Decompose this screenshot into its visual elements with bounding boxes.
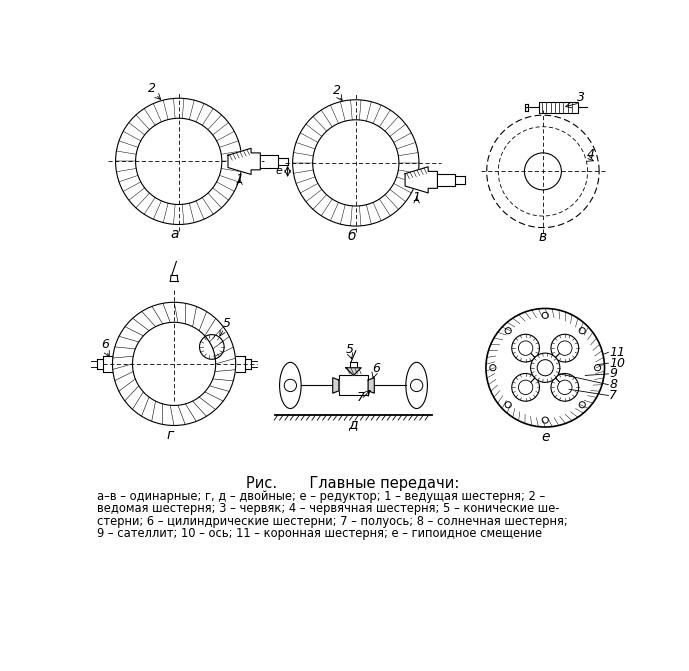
Ellipse shape [406, 362, 427, 409]
Text: 1: 1 [413, 191, 421, 205]
Circle shape [551, 334, 579, 362]
Text: 5: 5 [223, 317, 230, 330]
Polygon shape [333, 378, 339, 393]
Text: ведомая шестерня; 3 – червяк; 4 – червячная шестерня; 5 – конические ше-: ведомая шестерня; 3 – червяк; 4 – червяч… [97, 503, 559, 515]
Text: 8: 8 [609, 378, 617, 391]
Circle shape [557, 341, 572, 356]
Ellipse shape [280, 362, 301, 409]
Circle shape [512, 374, 539, 401]
Bar [339, 376, 368, 395]
Text: 10: 10 [609, 356, 625, 370]
Circle shape [518, 341, 533, 356]
Text: 6: 6 [373, 362, 380, 375]
Polygon shape [405, 167, 438, 193]
Text: 11: 11 [609, 346, 625, 359]
Text: а–в – одинарные; г, д – двойные; е – редуктор; 1 – ведущая шестерня; 2 –: а–в – одинарные; г, д – двойные; е – ред… [97, 490, 545, 503]
Bar [539, 102, 577, 113]
Circle shape [537, 360, 553, 376]
Text: 1: 1 [236, 173, 243, 186]
Circle shape [512, 334, 539, 362]
Text: 3: 3 [577, 91, 586, 104]
Polygon shape [346, 368, 361, 376]
Text: е: е [541, 430, 550, 444]
Text: д: д [349, 417, 358, 431]
Polygon shape [228, 148, 260, 174]
Text: 7: 7 [609, 389, 617, 402]
Text: стерни; 6 – цилиндрические шестерни; 7 – полуось; 8 – солнечная шестерня;: стерни; 6 – цилиндрические шестерни; 7 –… [97, 515, 568, 528]
Text: а: а [171, 227, 179, 242]
Text: Рис.       Главные передачи:: Рис. Главные передачи: [246, 476, 460, 491]
Text: б: б [348, 229, 356, 243]
Text: 7: 7 [357, 391, 365, 404]
Text: 9 – сателлит; 10 – ось; 11 – коронная шестерня; e – гипоидное смещение: 9 – сателлит; 10 – ось; 11 – коронная ше… [97, 527, 542, 540]
Circle shape [551, 374, 579, 401]
Text: 5: 5 [346, 343, 353, 356]
Text: 6: 6 [101, 338, 109, 352]
Circle shape [411, 379, 423, 392]
Text: 2: 2 [333, 84, 340, 97]
Text: e: e [276, 166, 282, 176]
Polygon shape [368, 378, 374, 393]
Text: 4: 4 [587, 148, 595, 160]
Text: 9: 9 [609, 368, 617, 380]
Text: г: г [167, 428, 174, 442]
Circle shape [557, 380, 572, 395]
Text: в: в [539, 230, 547, 244]
Circle shape [518, 380, 533, 395]
Circle shape [531, 353, 560, 382]
Text: 2: 2 [147, 82, 156, 95]
Circle shape [284, 379, 296, 392]
